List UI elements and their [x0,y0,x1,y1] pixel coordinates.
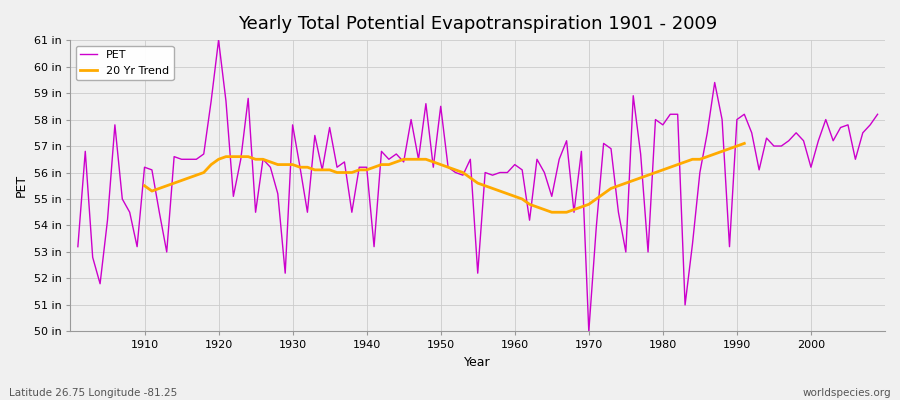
PET [131,244,142,249]
Legend: PET, 20 Yr Trend: PET, 20 Yr Trend [76,46,174,80]
PET [213,38,224,42]
Text: Latitude 26.75 Longitude -81.25: Latitude 26.75 Longitude -81.25 [9,388,177,398]
PET [517,168,527,172]
PET [583,329,594,334]
20 Yr Trend [339,170,350,175]
Text: worldspecies.org: worldspecies.org [803,388,891,398]
PET [346,210,357,215]
20 Yr Trend [294,165,305,170]
Line: 20 Yr Trend: 20 Yr Trend [145,143,744,212]
X-axis label: Year: Year [464,356,491,369]
Y-axis label: PET: PET [15,174,28,197]
Line: PET: PET [78,40,878,332]
20 Yr Trend [509,194,520,199]
PET [509,162,520,167]
PET [302,210,313,215]
PET [872,112,883,117]
20 Yr Trend [502,191,513,196]
Title: Yearly Total Potential Evapotranspiration 1901 - 2009: Yearly Total Potential Evapotranspiratio… [238,15,717,33]
20 Yr Trend [598,191,609,196]
PET [613,210,624,215]
PET [73,244,84,249]
